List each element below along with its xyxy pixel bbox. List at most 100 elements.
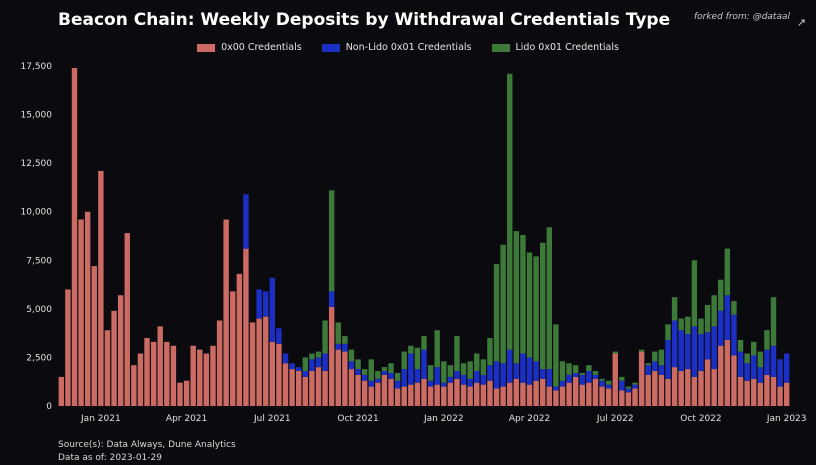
bar-segment-0x00[interactable] [216,320,223,406]
bar-segment-0x00[interactable] [731,355,737,406]
bar-segment-0x00[interactable] [124,233,130,406]
bar-segment-0x00[interactable] [751,378,757,406]
bar-segment-0x00[interactable] [375,382,381,406]
bar-segment-0x00[interactable] [282,363,289,406]
bar-segment-lido[interactable] [645,363,651,366]
bar-segment-lido[interactable] [625,386,632,389]
bar-segment-0x00[interactable] [744,380,750,406]
bar-segment-0x00[interactable] [170,345,177,406]
bar-segment-0x00[interactable] [507,382,513,406]
bar-segment-0x00[interactable] [328,306,335,406]
bar-segment-nonlido[interactable] [414,369,421,383]
bar-segment-0x00[interactable] [230,291,236,406]
bar-segment-0x00[interactable] [441,386,447,406]
bar-segment-0x00[interactable] [724,339,731,406]
bar-segment-nonlido[interactable] [783,353,790,383]
bar-segment-0x00[interactable] [421,378,427,406]
bar-segment-0x00[interactable] [315,367,322,406]
bar-segment-0x00[interactable] [704,359,711,406]
bar-segment-0x00[interactable] [625,392,632,406]
bar-segment-lido[interactable] [309,353,315,360]
bar-segment-lido[interactable] [520,235,526,354]
bar-segment-nonlido[interactable] [579,374,585,385]
bar-segment-lido[interactable] [619,376,625,381]
bar-segment-nonlido[interactable] [315,357,322,368]
bar-segment-lido[interactable] [507,73,513,350]
bar-segment-0x00[interactable] [190,345,196,406]
bar-segment-nonlido[interactable] [737,351,744,377]
bar-segment-nonlido[interactable] [770,345,777,377]
bar-segment-0x00[interactable] [210,345,216,406]
bar-segment-lido[interactable] [770,297,777,346]
bar-segment-lido[interactable] [493,264,500,362]
bar-segment-nonlido[interactable] [678,330,684,372]
bar-segment-lido[interactable] [474,353,480,372]
bar-segment-nonlido[interactable] [757,367,764,383]
bar-segment-nonlido[interactable] [335,343,341,350]
bar-segment-nonlido[interactable] [698,334,704,372]
bar-segment-0x00[interactable] [131,365,137,406]
bar-segment-lido[interactable] [559,361,566,381]
bar-segment-lido[interactable] [724,248,731,296]
bar-segment-0x00[interactable] [276,343,282,406]
bar-segment-lido[interactable] [566,363,572,375]
bar-segment-0x00[interactable] [243,248,249,406]
bar-segment-0x00[interactable] [658,374,665,406]
bar-segment-nonlido[interactable] [480,374,487,385]
bar-segment-lido[interactable] [553,324,559,387]
bar-segment-nonlido[interactable] [394,380,401,389]
bar-segment-lido[interactable] [678,318,684,331]
bar-segment-lido[interactable] [460,363,467,375]
bar-segment-nonlido[interactable] [572,372,579,377]
bar-segment-0x00[interactable] [137,353,144,406]
bar-segment-0x00[interactable] [117,295,124,406]
bar-segment-0x00[interactable] [177,382,183,406]
bar-segment-0x00[interactable] [263,316,269,406]
bar-segment-0x00[interactable] [381,374,388,406]
legend-item-lido[interactable]: Lido 0x01 Credentials [491,42,619,53]
bar-segment-0x00[interactable] [197,349,203,406]
bar-segment-lido[interactable] [704,304,711,333]
bar-segment-lido[interactable] [427,365,434,381]
bar-segment-nonlido[interactable] [467,378,473,387]
bar-segment-nonlido[interactable] [513,363,520,379]
bar-segment-0x00[interactable] [599,386,605,406]
bar-segment-0x00[interactable] [309,371,315,406]
bar-segment-lido[interactable] [408,345,414,354]
bar-segment-0x00[interactable] [645,374,651,406]
bar-segment-0x00[interactable] [539,378,546,406]
bar-segment-0x00[interactable] [685,369,691,406]
bar-segment-0x00[interactable] [111,310,117,406]
bar-segment-0x00[interactable] [770,376,777,406]
bar-segment-nonlido[interactable] [493,361,500,389]
bar-segment-lido[interactable] [605,380,612,385]
legend-item-0x00[interactable]: 0x00 Credentials [197,42,302,53]
bar-segment-lido[interactable] [381,367,388,372]
bar-segment-lido[interactable] [533,256,539,362]
bar-segment-0x00[interactable] [671,367,678,406]
bar-segment-0x00[interactable] [65,289,71,406]
bar-segment-0x00[interactable] [223,219,229,406]
bar-segment-0x00[interactable] [520,382,526,406]
bar-segment-0x00[interactable] [454,378,460,406]
bar-segment-0x00[interactable] [487,380,493,406]
bar-segment-0x00[interactable] [322,371,328,406]
bar-segment-nonlido[interactable] [328,291,335,307]
bar-segment-lido[interactable] [586,365,592,372]
bar-segment-nonlido[interactable] [520,353,526,383]
bar-segment-lido[interactable] [658,349,665,366]
bar-segment-nonlido[interactable] [487,365,493,381]
bar-segment-lido[interactable] [368,359,374,381]
bar-segment-nonlido[interactable] [592,374,599,379]
bar-segment-lido[interactable] [539,242,546,370]
bar-segment-nonlido[interactable] [553,386,559,391]
bar-segment-0x00[interactable] [665,378,671,406]
bar-segment-0x00[interactable] [144,338,150,406]
bar-segment-0x00[interactable] [691,376,698,406]
bar-segment-lido[interactable] [757,351,764,368]
bar-segment-nonlido[interactable] [421,349,427,379]
bar-segment-0x00[interactable] [632,388,638,406]
bar-segment-nonlido[interactable] [704,332,711,360]
bar-segment-nonlido[interactable] [777,359,783,387]
bar-segment-0x00[interactable] [764,374,770,406]
